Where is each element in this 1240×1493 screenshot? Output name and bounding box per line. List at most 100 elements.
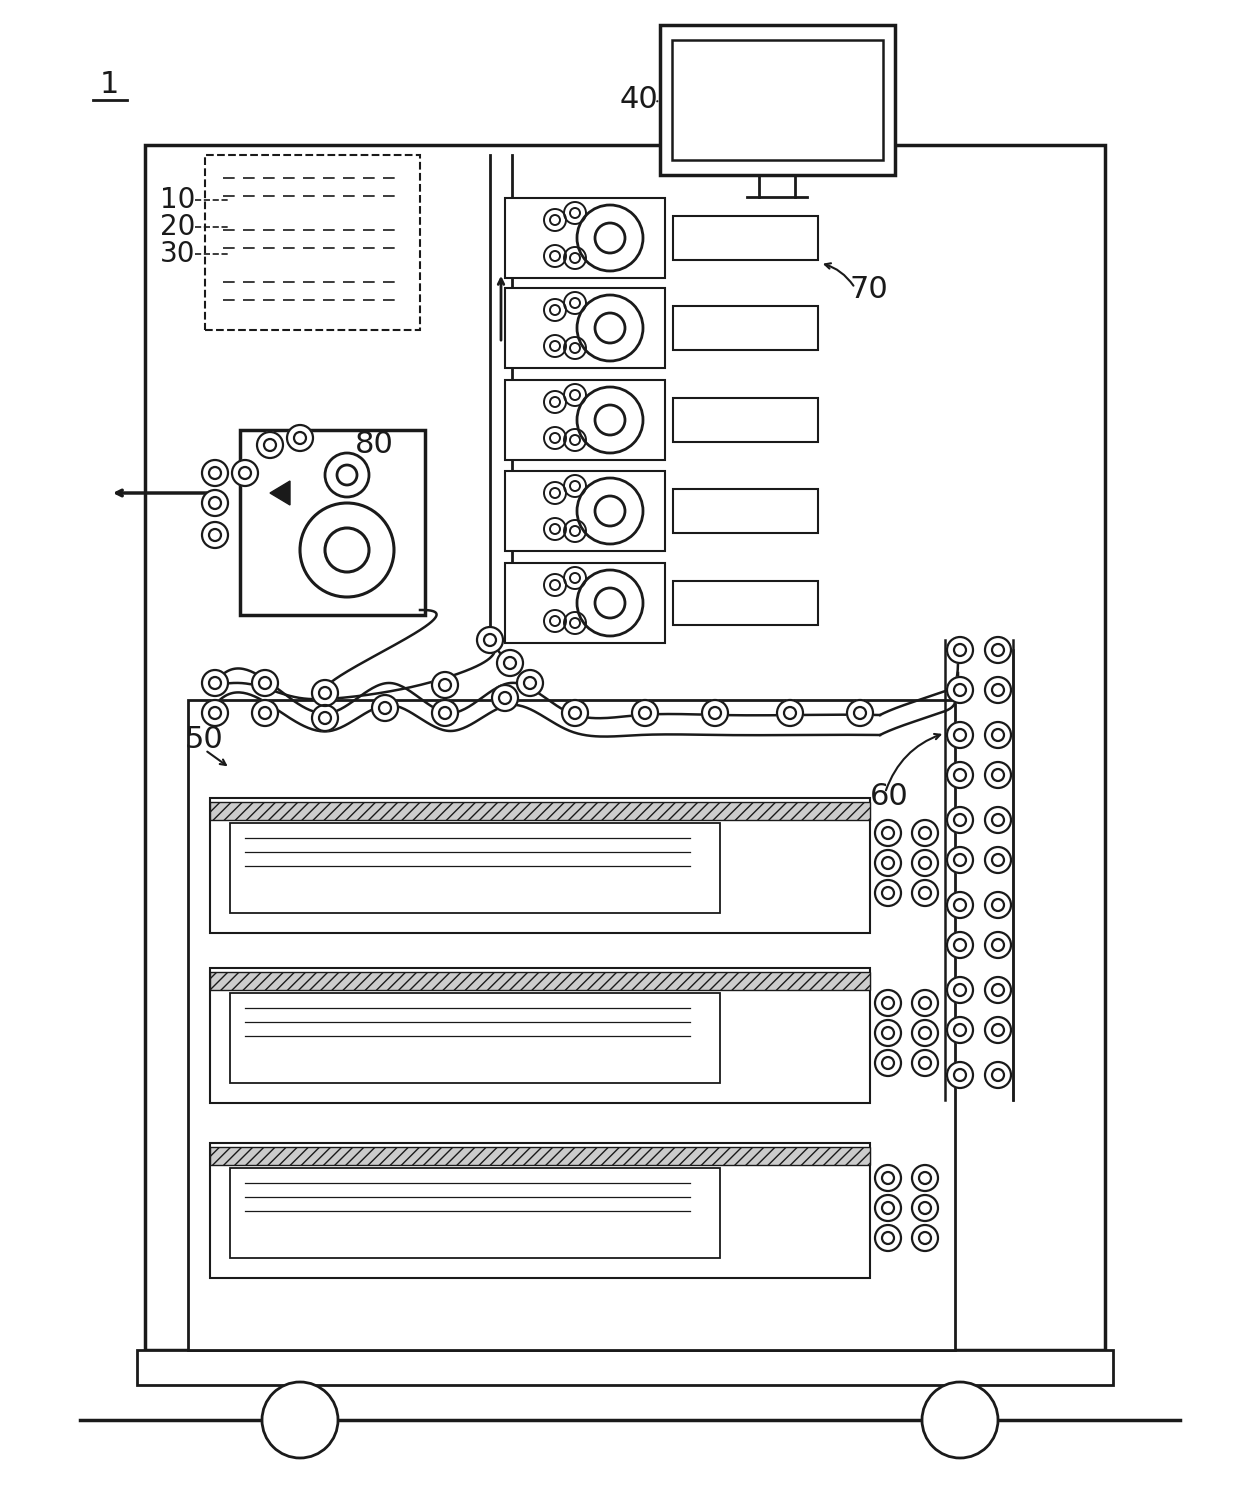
Circle shape xyxy=(264,439,277,451)
Circle shape xyxy=(919,857,931,869)
Circle shape xyxy=(947,1017,973,1044)
Circle shape xyxy=(947,723,973,748)
Circle shape xyxy=(875,1224,901,1251)
Circle shape xyxy=(954,769,966,781)
Circle shape xyxy=(319,687,331,699)
Text: 10: 10 xyxy=(160,187,196,213)
Circle shape xyxy=(947,676,973,703)
Circle shape xyxy=(992,814,1004,826)
Circle shape xyxy=(210,497,221,509)
Bar xyxy=(673,399,818,442)
Text: 20: 20 xyxy=(160,213,196,240)
Circle shape xyxy=(954,984,966,996)
Circle shape xyxy=(784,708,796,720)
Circle shape xyxy=(639,708,651,720)
Circle shape xyxy=(992,854,1004,866)
Circle shape xyxy=(919,887,931,899)
Bar xyxy=(210,797,870,933)
Circle shape xyxy=(875,990,901,1017)
Circle shape xyxy=(570,618,580,629)
Text: 60: 60 xyxy=(870,782,909,811)
Text: 1: 1 xyxy=(100,70,119,99)
Circle shape xyxy=(544,518,565,540)
Text: 30: 30 xyxy=(160,240,196,269)
Circle shape xyxy=(484,635,496,646)
Circle shape xyxy=(919,1057,931,1069)
Circle shape xyxy=(497,649,523,676)
Bar xyxy=(205,155,420,330)
Circle shape xyxy=(551,215,560,225)
Circle shape xyxy=(577,387,644,452)
Circle shape xyxy=(570,434,580,445)
Circle shape xyxy=(709,708,720,720)
Circle shape xyxy=(875,820,901,847)
Circle shape xyxy=(992,769,1004,781)
Circle shape xyxy=(562,700,588,726)
Circle shape xyxy=(551,340,560,351)
Circle shape xyxy=(954,643,966,655)
Circle shape xyxy=(954,939,966,951)
Text: 70: 70 xyxy=(849,275,889,305)
Circle shape xyxy=(947,847,973,873)
Circle shape xyxy=(544,245,565,267)
Circle shape xyxy=(259,708,272,720)
Circle shape xyxy=(319,712,331,724)
Circle shape xyxy=(854,708,866,720)
Bar xyxy=(505,288,665,367)
Circle shape xyxy=(911,990,937,1017)
Circle shape xyxy=(210,467,221,479)
Circle shape xyxy=(954,899,966,911)
Circle shape xyxy=(525,676,536,688)
Bar xyxy=(210,972,870,990)
Circle shape xyxy=(911,879,937,906)
Circle shape xyxy=(911,1020,937,1047)
Circle shape xyxy=(985,676,1011,703)
Circle shape xyxy=(498,691,511,705)
Circle shape xyxy=(564,428,587,451)
Circle shape xyxy=(947,761,973,788)
Circle shape xyxy=(210,529,221,540)
Bar xyxy=(188,700,955,1350)
Bar xyxy=(672,40,883,160)
Circle shape xyxy=(911,820,937,847)
Circle shape xyxy=(202,700,228,726)
Circle shape xyxy=(551,433,560,443)
Circle shape xyxy=(544,299,565,321)
Circle shape xyxy=(564,202,587,224)
Circle shape xyxy=(564,384,587,406)
Circle shape xyxy=(551,397,560,408)
Circle shape xyxy=(202,490,228,517)
Circle shape xyxy=(985,1062,1011,1088)
Circle shape xyxy=(985,891,1011,918)
Bar xyxy=(229,823,720,914)
Bar xyxy=(505,470,665,551)
Circle shape xyxy=(702,700,728,726)
Circle shape xyxy=(239,467,250,479)
Circle shape xyxy=(544,209,565,231)
Bar xyxy=(673,581,818,626)
Circle shape xyxy=(595,588,625,618)
Circle shape xyxy=(551,617,560,626)
Circle shape xyxy=(985,723,1011,748)
Circle shape xyxy=(577,205,644,272)
Circle shape xyxy=(882,1232,894,1244)
Circle shape xyxy=(985,808,1011,833)
Circle shape xyxy=(439,708,451,720)
Circle shape xyxy=(544,573,565,596)
Circle shape xyxy=(985,1017,1011,1044)
Circle shape xyxy=(985,638,1011,663)
Circle shape xyxy=(570,526,580,536)
Bar xyxy=(505,563,665,643)
Bar xyxy=(673,306,818,349)
Circle shape xyxy=(577,570,644,636)
Circle shape xyxy=(210,708,221,720)
Circle shape xyxy=(919,1027,931,1039)
Circle shape xyxy=(564,567,587,590)
Bar xyxy=(229,993,720,1082)
Circle shape xyxy=(544,334,565,357)
Circle shape xyxy=(569,708,582,720)
Circle shape xyxy=(432,700,458,726)
Circle shape xyxy=(570,573,580,582)
Circle shape xyxy=(372,696,398,721)
Circle shape xyxy=(202,670,228,696)
